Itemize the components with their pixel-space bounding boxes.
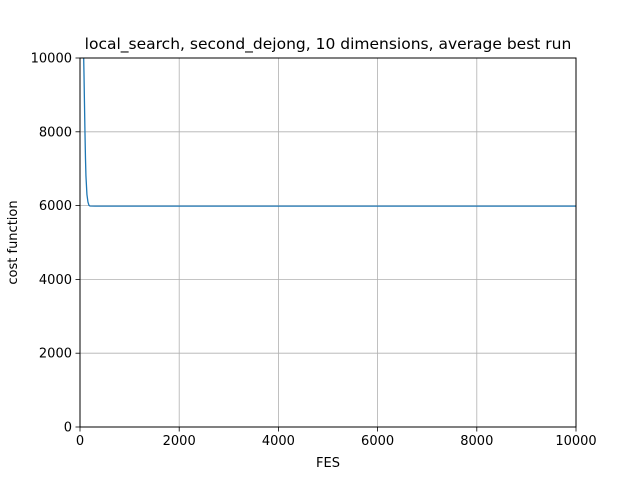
y-tick-label: 4000 — [39, 273, 72, 288]
x-tick-label: 8000 — [460, 434, 493, 449]
ticks: 0 2000 4000 6000 8000 10000 0 2000 4000 6000 8000 1… — [31, 52, 597, 450]
series-line — [83, 58, 576, 207]
x-tick-label: 2000 — [163, 434, 196, 449]
x-tick-label: 10000 — [555, 434, 596, 449]
y-axis-label: cost function — [6, 200, 21, 284]
x-axis-label: FES — [316, 456, 340, 471]
x-tick-label: 4000 — [262, 434, 295, 449]
y-tick-label: 6000 — [39, 199, 72, 214]
y-tick-label: 2000 — [39, 347, 72, 362]
y-tick-label: 8000 — [39, 125, 72, 140]
y-tick-label: 10000 — [31, 52, 72, 67]
x-tick-label: 6000 — [361, 434, 394, 449]
series-layer — [83, 58, 576, 207]
plot-frame — [79, 57, 577, 428]
x-tick-label: 0 — [76, 434, 84, 449]
chart-title: local_search, second_dejong, 10 dimensio… — [85, 35, 572, 54]
y-tick-label: 0 — [64, 421, 72, 436]
